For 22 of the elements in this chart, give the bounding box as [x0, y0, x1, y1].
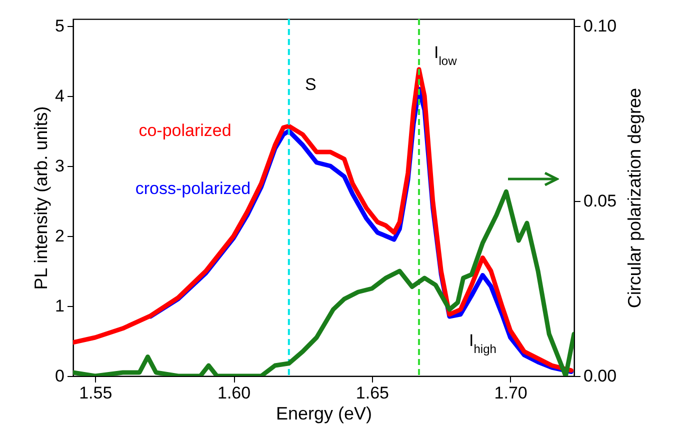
y-axis-title: PL intensity (arb. units) [31, 106, 52, 290]
y2-tick-label: 0.00 [584, 366, 617, 386]
y-tick-label: 2 [55, 226, 64, 246]
y2-tick-label: 0.05 [584, 192, 617, 210]
line-series [73, 67, 574, 373]
x-axis-title: Energy (eV) [276, 404, 372, 424]
annotation: I$_{high}$ [469, 331, 496, 356]
y2-tick-label: 0.10 [584, 16, 617, 36]
y-tick-label: 3 [55, 156, 64, 176]
x-tick-label: 1.70 [494, 384, 528, 402]
y-tick-label: 4 [55, 86, 64, 106]
y-tick-label: 0 [55, 366, 64, 386]
annotation: S [305, 75, 316, 94]
annotation: I$_{low}$ [434, 43, 458, 68]
x-tick-label: 1.65 [356, 384, 389, 402]
text: co-polarized [138, 121, 232, 140]
series-label: cross-polarized [135, 179, 251, 198]
x-tick-label: 1.60 [217, 384, 251, 402]
y-tick-label: 1 [55, 296, 64, 316]
y-tick-label: 5 [55, 16, 64, 36]
y2-axis-title: Circular polarization degree [624, 88, 645, 308]
x-tick-label: 1.55 [79, 384, 112, 402]
